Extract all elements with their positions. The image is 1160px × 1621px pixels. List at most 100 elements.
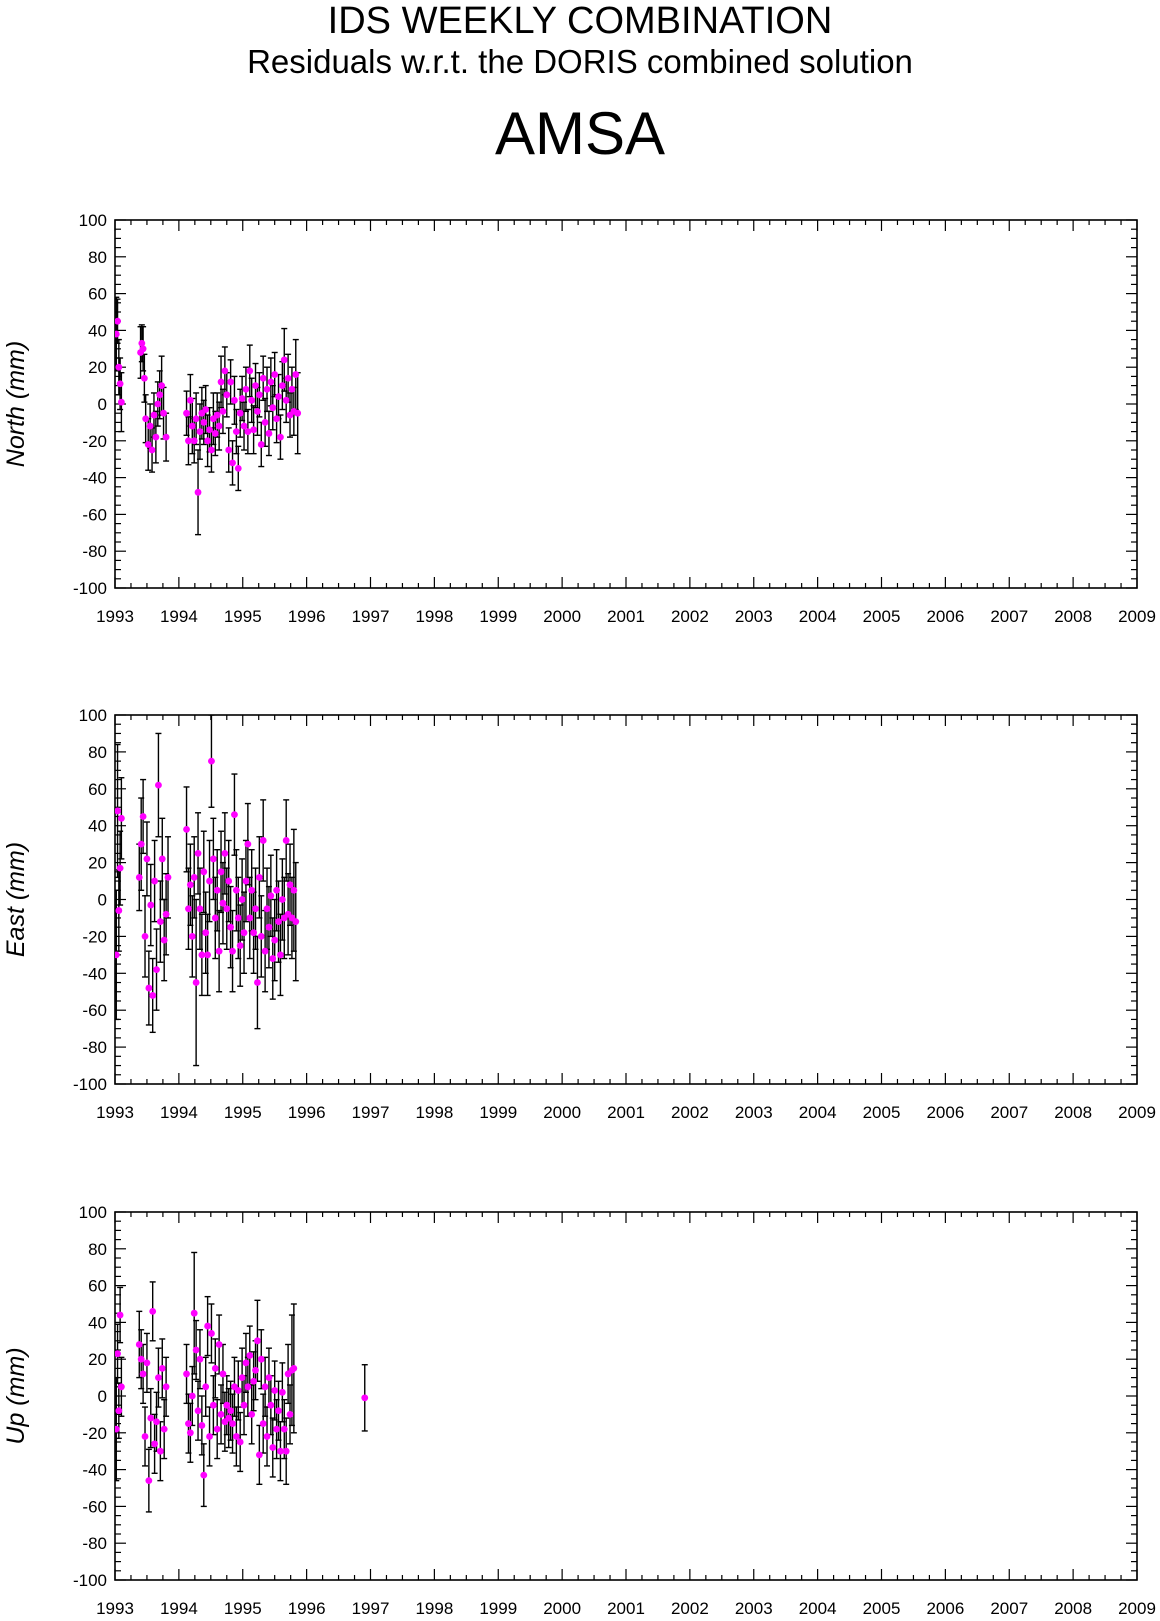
north-data-point [162,433,170,441]
east-y-tick-label: -20 [82,927,107,946]
east-data-point [196,905,204,913]
north-data-point [231,396,238,404]
east-y-tick-label: 60 [88,780,107,799]
north-data-point [115,330,120,338]
north-x-tick-label: 1994 [160,607,198,626]
up-data-point [273,1425,281,1433]
north-data-point [188,422,196,430]
up-data-point [248,1411,256,1418]
east-data-point [158,855,166,863]
north-data-point [275,393,282,401]
north-data-point [186,396,194,404]
east-x-tick-label: 1996 [288,1103,326,1122]
north-data-point [223,391,231,399]
north-panel: 100 80 60 40 20 0 -20 -40 -60 -80 -100 1993 1994 1995… [2,211,1156,626]
east-data-point [192,979,200,986]
east-x-tick-label: 1999 [479,1103,517,1122]
east-x-tick-label: 2003 [735,1103,773,1122]
north-data-point [138,339,146,347]
north-data-point [294,409,302,417]
east-panel: 100 80 60 40 20 0 -20 -40 -60 -80 -100 1993 1994 1995… [2,706,1156,1122]
up-data-point [115,1425,120,1433]
up-data [115,1251,369,1513]
up-y-tick-label: 80 [88,1240,107,1259]
up-data-point [145,1477,153,1485]
east-data [115,715,300,1067]
east-y-tick-label: 40 [88,817,107,836]
east-data-point [183,825,190,833]
up-x-tick-label: 1996 [288,1599,326,1618]
up-data-point [211,1365,219,1372]
up-data-point [194,1407,202,1415]
up-data-point [200,1471,208,1479]
up-data-point [232,1433,240,1440]
north-data-point [229,459,236,467]
up-x-tick-label: 1993 [96,1599,134,1618]
east-data-point [204,951,212,959]
east-data-point [231,811,238,819]
north-data-point [202,406,210,413]
east-y-tick-label: -40 [82,964,107,983]
north-data-point [204,437,212,445]
north-y-tick-label: 60 [88,285,107,304]
east-data-point [143,855,151,863]
north-data-point [227,378,235,386]
up-data-point [143,1359,151,1367]
north-data-point [196,428,204,435]
up-data-point [153,1418,160,1426]
north-data-point [265,430,273,437]
north-y-tick-label: 0 [98,395,107,414]
up-x-tick-label: 2002 [671,1599,709,1618]
up-data-point [186,1429,194,1437]
up-data-point [238,1374,246,1381]
up-data-point [204,1322,212,1330]
east-data-point [267,892,275,900]
east-data-point [263,905,271,913]
east-data-point [139,813,147,820]
east-data-point [229,947,236,955]
up-y-tick-label: 60 [88,1277,107,1296]
east-data-point [271,936,279,944]
north-data-point [244,428,252,435]
east-x-tick-label: 2009 [1118,1103,1156,1122]
north-x-tick-label: 2001 [607,607,645,626]
up-data-point [255,1451,263,1459]
north-data-point [140,374,148,382]
east-data-point [275,918,282,926]
north-data-point [160,409,167,417]
up-data-point [192,1346,200,1354]
north-data-point [185,437,192,445]
north-data-point [150,411,158,419]
up-y-tick-label: -40 [82,1461,107,1480]
east-data-point [254,979,261,986]
east-data-point [185,905,192,913]
north-x-tick-label: 2004 [799,607,837,626]
north-data-point [242,385,250,393]
east-data-point [117,814,125,822]
east-data-point [286,881,294,889]
up-y-tick-label: 100 [79,1203,107,1222]
up-x-tick-label: 2000 [543,1599,581,1618]
up-data-point [202,1383,210,1391]
east-x-tick-label: 2005 [863,1103,901,1122]
north-x-tick-label: 1998 [415,607,453,626]
east-data-point [116,864,124,872]
east-data-point [282,837,290,844]
north-data-point [117,398,125,406]
up-data-point [160,1425,168,1433]
up-x-tick-label: 2005 [863,1599,901,1618]
east-data-point [198,951,206,959]
north-y-tick-label: 20 [88,358,107,377]
east-x-tick-label: 2008 [1054,1103,1092,1122]
up-data-point [282,1447,290,1455]
east-x-tick-label: 1994 [160,1103,198,1122]
north-data-point [267,378,275,386]
up-data-point [115,1407,123,1415]
east-data-point [290,886,298,894]
up-x-tick-label: 2008 [1054,1599,1092,1618]
up-data-point [227,1407,235,1415]
east-data-point [244,840,252,848]
north-data-point [273,415,281,423]
up-data-point [217,1411,225,1418]
